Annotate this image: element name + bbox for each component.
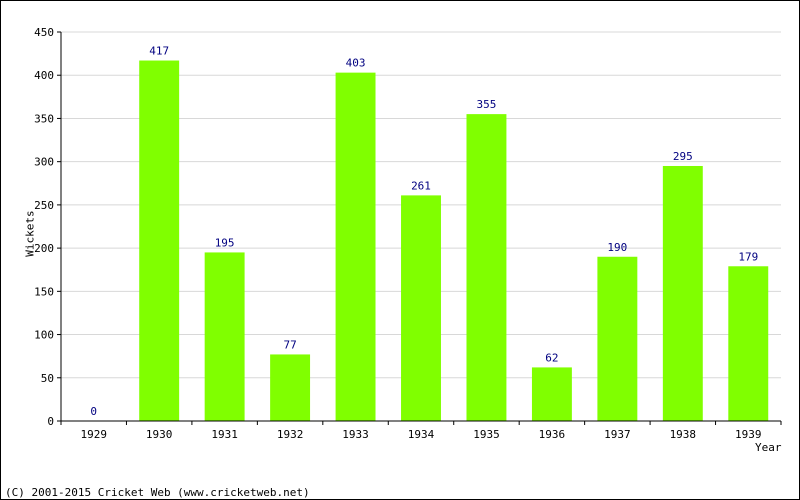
bar <box>270 354 311 421</box>
x-tick-label: 1932 <box>277 428 304 441</box>
data-label: 261 <box>411 179 431 192</box>
x-tick-label: 1933 <box>342 428 369 441</box>
data-label: 190 <box>607 241 627 254</box>
data-label: 417 <box>149 45 169 58</box>
y-tick-label: 250 <box>34 199 54 212</box>
x-tick-label: 1936 <box>539 428 566 441</box>
bar <box>597 256 638 421</box>
x-tick-label: 1939 <box>735 428 762 441</box>
y-tick-label: 0 <box>47 415 54 428</box>
x-tick-label: 1929 <box>80 428 107 441</box>
y-tick-label: 450 <box>34 26 54 39</box>
x-tick-label: 1935 <box>473 428 500 441</box>
y-tick-label: 300 <box>34 156 54 169</box>
y-tick-label: 400 <box>34 69 54 82</box>
x-tick-label: 1934 <box>408 428 435 441</box>
x-axis-label: Year <box>755 441 782 454</box>
bar <box>335 72 376 421</box>
data-label: 0 <box>90 405 97 418</box>
data-label: 295 <box>673 150 693 163</box>
data-label: 62 <box>545 351 558 364</box>
y-axis-label: Wickets <box>23 210 37 257</box>
bar <box>466 114 507 421</box>
y-tick-label: 150 <box>34 285 54 298</box>
x-tick-label: 1931 <box>211 428 238 441</box>
bar <box>204 252 245 421</box>
data-label: 355 <box>477 98 497 111</box>
bar <box>401 195 441 421</box>
y-tick-label: 50 <box>41 372 54 385</box>
data-label: 195 <box>215 236 235 249</box>
bar <box>728 266 769 421</box>
bar <box>139 60 180 421</box>
y-tick-label: 350 <box>34 112 54 125</box>
x-tick-label: 1938 <box>670 428 697 441</box>
data-label: 403 <box>346 57 366 70</box>
bar <box>531 367 572 421</box>
data-label: 77 <box>283 338 296 351</box>
bar <box>662 165 703 421</box>
y-tick-label: 100 <box>34 329 54 342</box>
copyright-text: (C) 2001-2015 Cricket Web (www.cricketwe… <box>5 486 310 499</box>
x-tick-label: 1930 <box>146 428 173 441</box>
data-label: 179 <box>738 250 758 263</box>
x-tick-label: 1937 <box>604 428 631 441</box>
y-tick-label: 200 <box>34 242 54 255</box>
